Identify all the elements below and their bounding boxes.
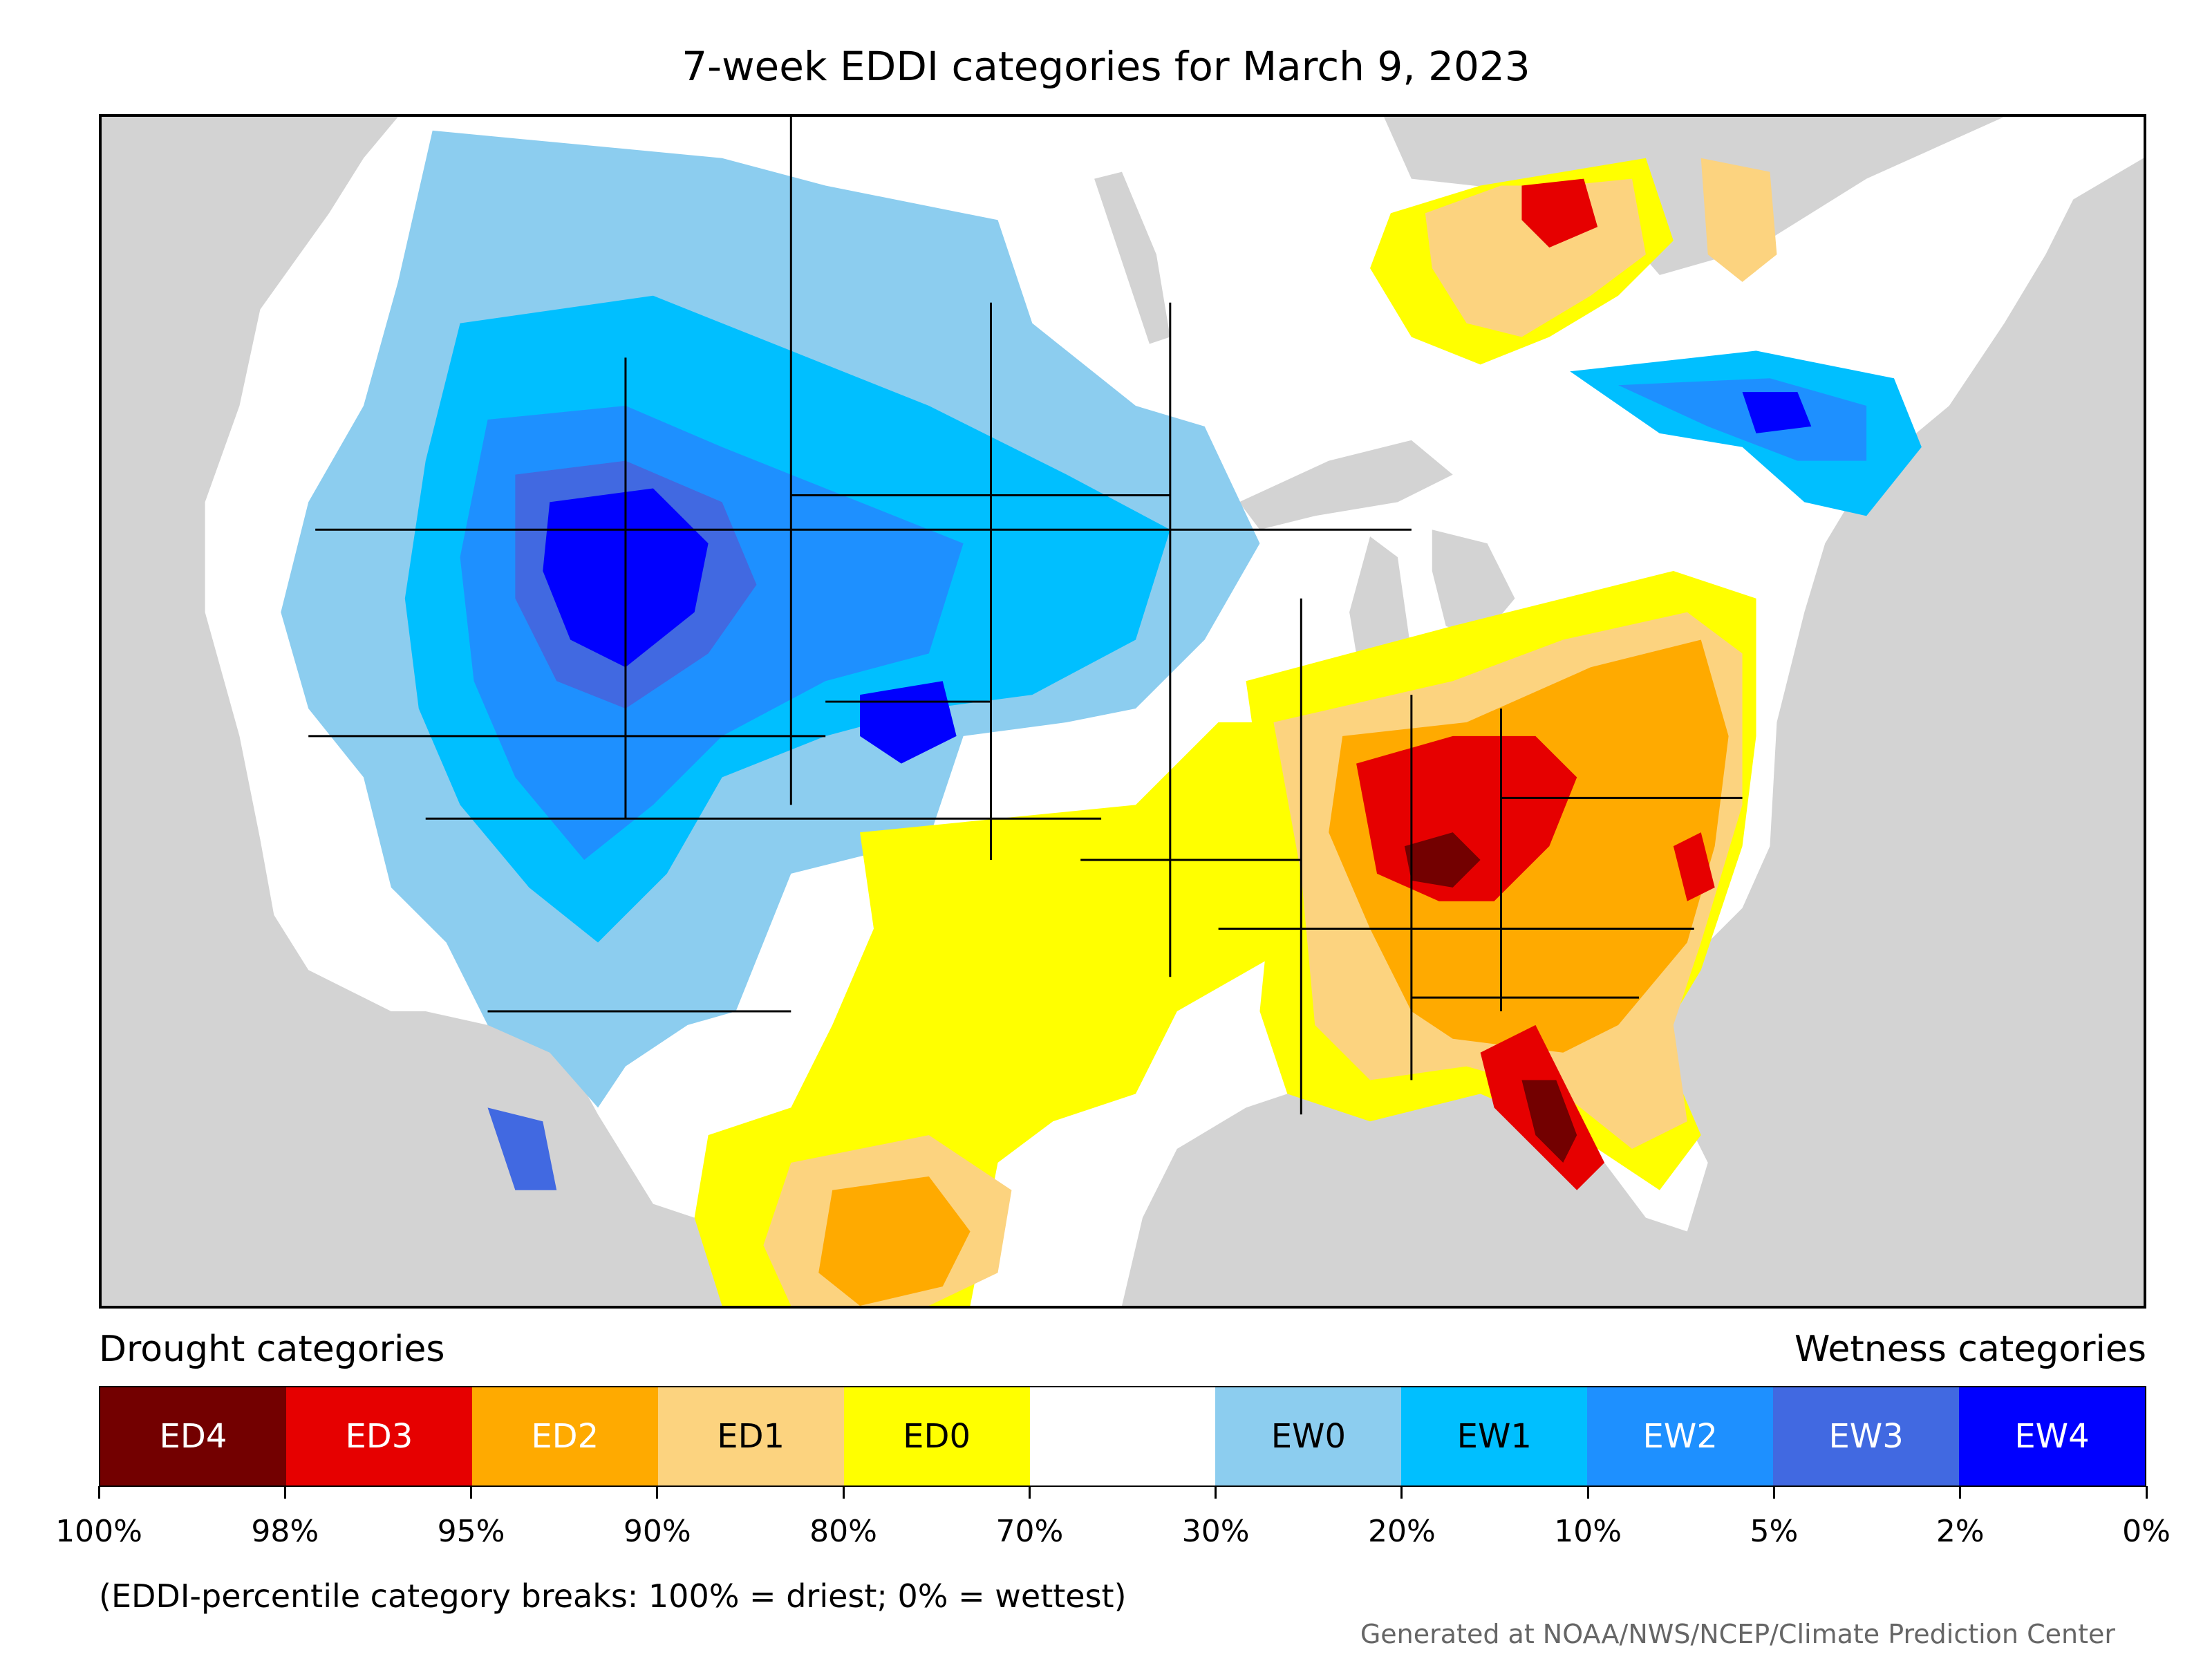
credit-line: Generated at NOAA/NWS/NCEP/Climate Predi… [1360,1619,2115,1649]
new-england-drought-ed1 [1700,158,1777,282]
colorbar-cell-ew1: EW1 [1401,1387,1588,1485]
colorbar-cell-neutral [1029,1387,1216,1485]
colorbar-cell-ew4: EW4 [1959,1387,2145,1485]
colorbar-cell-ew3: EW3 [1773,1387,1960,1485]
colorbar-tick-label: 100% [55,1514,142,1549]
kentucky-drought-ed4 [1404,832,1481,888]
colorbar-tick [1400,1486,1403,1499]
colorbar-cell-ew0: EW0 [1215,1387,1402,1485]
colorbar-tick-label: 5% [1750,1514,1799,1549]
colorbar-tick [2145,1486,2148,1499]
northeast-wet-region-ew2 [1618,378,1867,461]
colorbar-tick-label: 90% [623,1514,691,1549]
texas-drought-ed2 [818,1176,971,1306]
colorbar-tick [656,1486,659,1499]
colorbar-tick-label: 80% [809,1514,877,1549]
colorbar-tick-label: 70% [995,1514,1064,1549]
drought-categories-heading: Drought categories [99,1329,445,1370]
colorbar-cell-ed0: ED0 [843,1387,1030,1485]
colorbar-tick [842,1486,845,1499]
colorbar-cell-ed2: ED2 [471,1387,658,1485]
category-colorbar: ED4 ED3 ED2 ED1 ED0 EW0 EW1 EW2 EW3 EW4 [99,1386,2146,1487]
colorbar-tick-label: 0% [2122,1514,2171,1549]
colorbar-tick-label: 98% [251,1514,319,1549]
colorbar-tick-label: 30% [1181,1514,1250,1549]
colorbar-tick [283,1486,286,1499]
lake-winnipeg [1094,171,1170,344]
colorbar-cell-ed3: ED3 [285,1387,472,1485]
eddi-map [99,114,2146,1309]
colorbar-tick [1215,1486,1217,1499]
colorbar-cell-ed1: ED1 [657,1387,844,1485]
colorbar-tick [1028,1486,1031,1499]
florida-drought-ed4 [1521,1080,1577,1163]
state-boundaries [308,117,1743,1115]
colorbar-tick-label: 10% [1554,1514,1622,1549]
baja-wet-region [487,1107,557,1190]
colorbar-tick [97,1486,100,1499]
colorbar-tick [1772,1486,1775,1499]
northeast-wet-region-ew4 [1742,392,1812,433]
carolina-drought-ed3 [1673,832,1715,901]
map-canvas [205,117,2144,1306]
colorbar-tick-label: 2% [1936,1514,1985,1549]
category-breaks-note: (EDDI-percentile category breaks: 100% =… [99,1577,1127,1615]
colorbar-cell-ew2: EW2 [1587,1387,1774,1485]
colorbar-tick-label: 20% [1368,1514,1436,1549]
colorbar-tick [1586,1486,1589,1499]
colorbar-tick [470,1486,473,1499]
wetness-categories-heading: Wetness categories [1794,1329,2146,1370]
quebec-drought-ed3 [1521,178,1598,248]
colorbar-tick-label: 95% [437,1514,505,1549]
colorbar-cell-ed4: ED4 [100,1387,286,1485]
lake-superior [1239,440,1453,530]
lake-huron [1432,529,1515,640]
colorbar-tick [1959,1486,1962,1499]
map-title: 7-week EDDI categories for March 9, 2023 [682,43,1530,90]
